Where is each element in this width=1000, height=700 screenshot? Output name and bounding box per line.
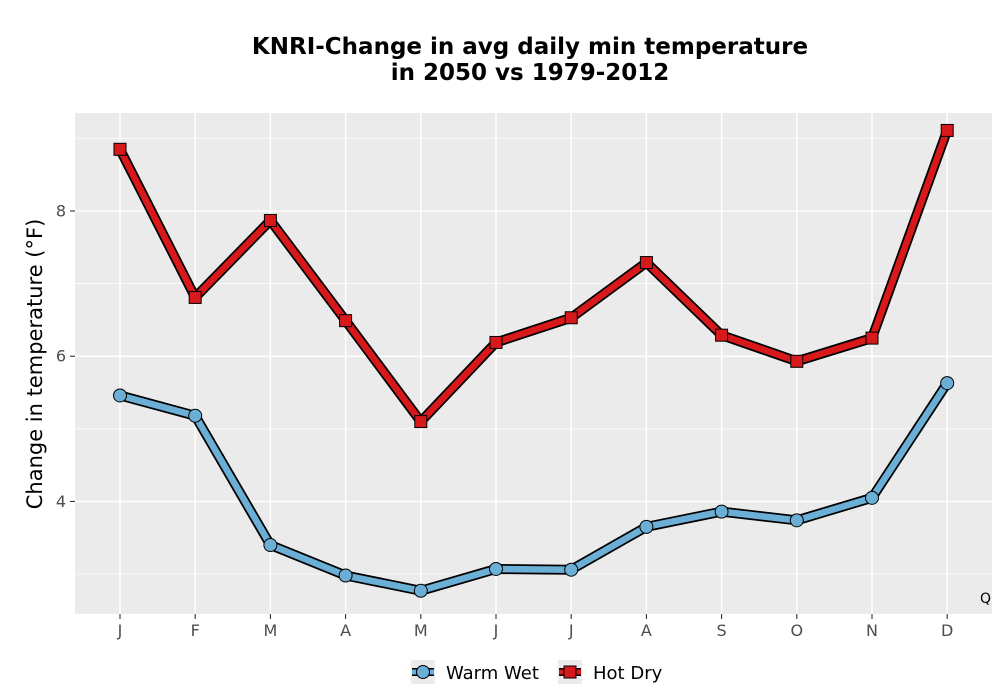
- data-point-warm-wet: [639, 519, 654, 534]
- x-tick-label: M: [414, 621, 428, 640]
- x-tick-label: M: [263, 621, 277, 640]
- data-point-warm-wet: [940, 376, 955, 391]
- data-point-hot-dry: [113, 142, 127, 156]
- y-tick-label: 6: [56, 347, 66, 366]
- data-point-warm-wet: [564, 562, 579, 577]
- data-point-hot-dry: [715, 328, 729, 342]
- x-tick-label: J: [493, 621, 499, 640]
- x-tick-label: J: [117, 621, 123, 640]
- x-tick-label: F: [191, 621, 200, 640]
- data-point-hot-dry: [790, 354, 804, 368]
- data-point-warm-wet: [489, 561, 503, 576]
- y-tick-label: 4: [56, 492, 66, 511]
- data-point-hot-dry: [188, 290, 202, 304]
- x-tick-label: S: [717, 621, 727, 640]
- data-point-warm-wet: [113, 388, 127, 403]
- x-tick-label: A: [340, 621, 351, 640]
- series-layer: [113, 123, 955, 598]
- data-point-hot-dry: [639, 256, 653, 270]
- data-point-hot-dry: [339, 314, 353, 328]
- data-point-warm-wet: [714, 504, 729, 519]
- x-tick-label: N: [866, 621, 878, 640]
- data-point-hot-dry: [564, 311, 578, 325]
- data-point-hot-dry: [263, 213, 277, 227]
- legend-key-marker: [416, 665, 430, 679]
- legend-label-warm-wet: Warm Wet: [446, 663, 539, 684]
- data-point-warm-wet: [338, 568, 353, 583]
- legend-key-marker: [563, 665, 577, 679]
- data-point-hot-dry: [414, 415, 428, 429]
- y-axis-title: Change in temperature (°F): [23, 219, 47, 510]
- data-point-warm-wet: [789, 513, 804, 528]
- series-line-hot-dry: [116, 127, 951, 425]
- data-point-hot-dry: [865, 331, 879, 345]
- x-tick-label: D: [941, 621, 953, 640]
- x-tick-label: O: [791, 621, 804, 640]
- y-tick-label: 8: [56, 202, 66, 221]
- corner-label: Q: [980, 591, 991, 607]
- legend-label-hot-dry: Hot Dry: [593, 663, 663, 684]
- chart-subtitle: in 2050 vs 1979-2012: [391, 60, 670, 86]
- data-point-hot-dry: [940, 123, 954, 137]
- y-axis-ticks: 4 6 8: [56, 202, 75, 511]
- data-point-warm-wet: [413, 583, 428, 598]
- series-line-warm-wet: [116, 379, 951, 595]
- legend: Warm Wet Hot Dry: [411, 660, 663, 684]
- data-point-hot-dry: [489, 335, 503, 349]
- chart-title: KNRI-Change in avg daily min temperature: [252, 34, 808, 60]
- x-tick-label: J: [568, 621, 574, 640]
- plot-panel: [75, 113, 992, 614]
- data-point-warm-wet: [188, 408, 203, 423]
- x-tick-label: A: [641, 621, 652, 640]
- data-point-warm-wet: [865, 490, 879, 505]
- grid-lines: [75, 113, 992, 614]
- data-point-warm-wet: [263, 538, 278, 553]
